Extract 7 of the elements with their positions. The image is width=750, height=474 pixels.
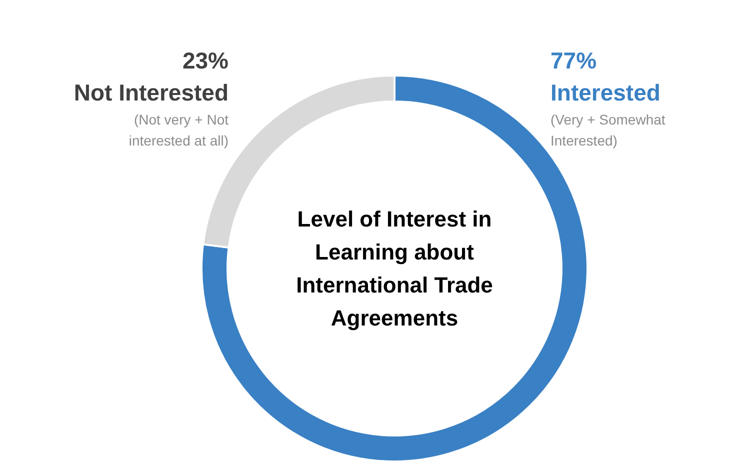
text: Level of Interest in Learning about International Trade Agreements bbox=[296, 206, 493, 330]
slice-label: Interested bbox=[550, 80, 660, 106]
slice-label: Not Interested bbox=[74, 80, 229, 106]
data-label: 77% bbox=[550, 48, 597, 74]
text: (Not very + Not interested at all) bbox=[128, 112, 229, 148]
data-label: 23% bbox=[182, 48, 229, 74]
text: (Very + Somewhat Interested) bbox=[550, 112, 666, 148]
